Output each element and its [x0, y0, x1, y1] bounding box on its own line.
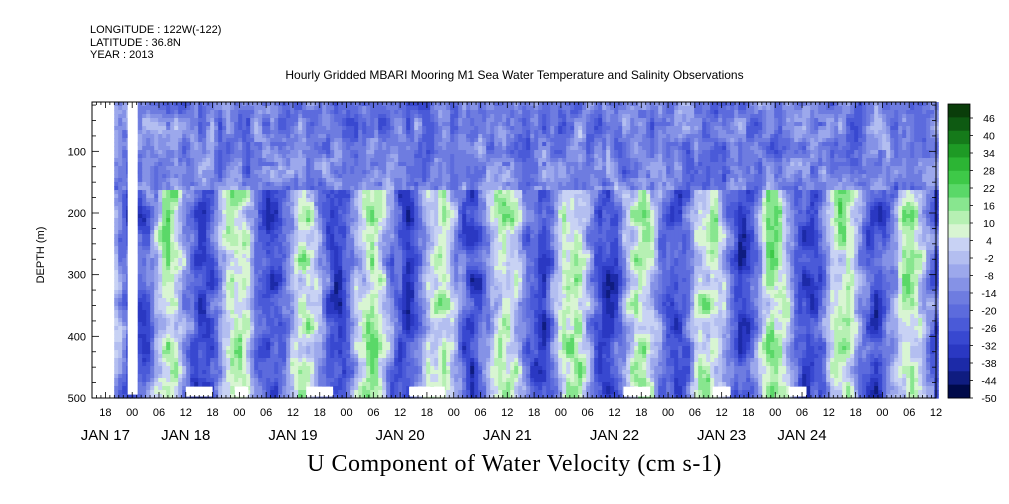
x-day-label: JAN 21 [483, 427, 532, 444]
x-tick-label: 00 [448, 407, 460, 419]
data-gap [127, 102, 138, 395]
heatmap-field [114, 102, 939, 399]
colorbar-swatch [948, 104, 970, 118]
y-tick-label: 500 [68, 393, 86, 405]
colorbar-swatch [948, 251, 970, 265]
colorbar-swatch [948, 277, 970, 292]
colorbar-swatch [948, 210, 970, 225]
colorbar-swatch [948, 384, 970, 399]
colorbar-label: 10 [983, 218, 995, 230]
x-tick-label: 18 [635, 407, 647, 419]
colorbar-label: -32 [981, 341, 996, 353]
colorbar-label: -50 [981, 393, 996, 405]
colorbar-swatch [948, 304, 970, 319]
x-tick-label: 06 [367, 407, 379, 419]
x-tick-label: 12 [501, 407, 513, 419]
x-day-label: JAN 23 [697, 427, 746, 444]
x-tick-label: 06 [796, 407, 808, 419]
x-tick-label: 06 [474, 407, 486, 419]
x-tick-label: 12 [716, 407, 728, 419]
x-day-label: JAN 22 [590, 427, 639, 444]
colorbar-label: 16 [983, 201, 995, 213]
x-tick-label: 18 [314, 407, 326, 419]
x-tick-label: 00 [233, 407, 245, 419]
y-tick-label: 200 [68, 208, 86, 220]
colorbar-label: -14 [981, 288, 996, 300]
x-tick-label: 18 [528, 407, 540, 419]
colorbar-swatch [948, 291, 970, 305]
colorbar-swatch [948, 264, 970, 279]
x-tick-label: 06 [260, 407, 272, 419]
x-tick-label: 18 [206, 407, 218, 419]
x-tick-label: 06 [153, 407, 165, 419]
x-tick-label: 00 [126, 407, 138, 419]
x-day-label: JAN 24 [777, 427, 826, 444]
colorbar: 46 40 34 28 22 16 10 4 -2 -8 -14 -20 -26 -32 -38 -44 -50 [947, 103, 997, 405]
colorbar-label: 40 [983, 131, 995, 143]
x-tick-label: 12 [287, 407, 299, 419]
colorbar-label: 22 [983, 183, 995, 195]
y-tick-label: 100 [68, 146, 86, 158]
colorbar-swatch [948, 344, 970, 359]
colorbar-swatch [948, 157, 970, 172]
x-axis-title: U Component of Water Velocity (cm s-1) [307, 451, 722, 477]
plot-frame [91, 101, 937, 399]
x-tick-label: 00 [876, 407, 888, 419]
colorbar-label: 46 [983, 113, 995, 125]
colorbar-label: 4 [986, 236, 992, 248]
x-tick-label: 12 [180, 407, 192, 419]
colorbar-swatch [948, 331, 970, 346]
colorbar-label: -38 [981, 358, 996, 370]
x-tick-label: 00 [555, 407, 567, 419]
x-tick-label: 06 [903, 407, 915, 419]
y-tick-label: 400 [68, 331, 86, 343]
x-day-label: JAN 20 [376, 427, 425, 444]
colorbar-label: 28 [983, 166, 995, 178]
y-axis-label: DEPTH (m) [35, 227, 47, 284]
axes: 18 00 06 12 18 00 06 12 18 00 06 12 18 00 06 12 18 00 06 12… [68, 101, 942, 444]
x-tick-label: 18 [99, 407, 111, 419]
colorbar-swatch [948, 197, 970, 212]
x-tick-label: 12 [930, 407, 942, 419]
x-tick-label: 06 [582, 407, 594, 419]
x-day-label: JAN 17 [81, 427, 130, 444]
x-day-label: JAN 18 [161, 427, 210, 444]
colorbar-label: -44 [981, 376, 996, 388]
colorbar-swatch [948, 357, 970, 372]
x-tick-label: 18 [421, 407, 433, 419]
colorbar-label: 34 [983, 148, 995, 160]
x-tick-label: 12 [823, 407, 835, 419]
x-tick-label: 12 [608, 407, 620, 419]
colorbar-swatch [948, 130, 970, 145]
year-label: YEAR : 2013 [90, 49, 154, 61]
x-tick-label: 00 [662, 407, 674, 419]
x-tick-label: 18 [849, 407, 861, 419]
colorbar-label: -26 [981, 323, 996, 335]
y-tick-label: 300 [68, 270, 86, 282]
x-day-label: JAN 19 [268, 427, 317, 444]
longitude-label: LONGITUDE : 122W(-122) [90, 24, 222, 36]
colorbar-swatch [948, 184, 970, 199]
chart-title: Hourly Gridded MBARI Mooring M1 Sea Wate… [285, 68, 744, 82]
x-tick-label: 00 [769, 407, 781, 419]
colorbar-swatch [948, 317, 970, 332]
colorbar-swatch [948, 237, 970, 252]
colorbar-label: -2 [984, 253, 993, 265]
colorbar-swatch [948, 144, 970, 158]
colorbar-swatch [948, 224, 970, 239]
x-tick-label: 12 [394, 407, 406, 419]
x-tick-label: 06 [689, 407, 701, 419]
colorbar-label: -8 [984, 271, 993, 283]
latitude-label: LATITUDE : 36.8N [90, 37, 181, 49]
colorbar-swatch [948, 170, 970, 185]
colorbar-swatch [948, 117, 970, 132]
x-tick-label: 00 [340, 407, 352, 419]
colorbar-label: -20 [981, 306, 996, 318]
colorbar-swatch [948, 371, 970, 386]
x-tick-label: 18 [742, 407, 754, 419]
